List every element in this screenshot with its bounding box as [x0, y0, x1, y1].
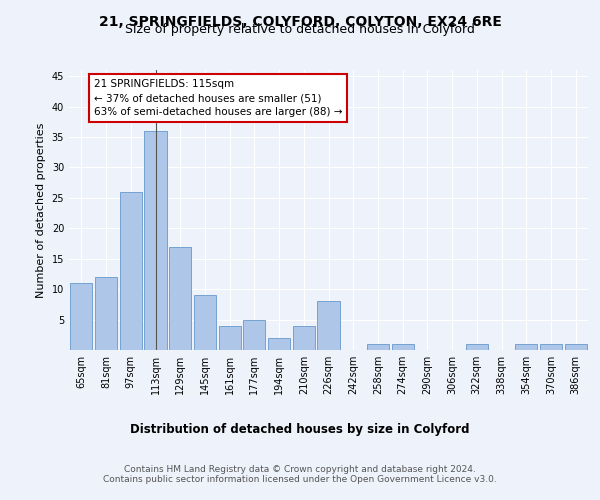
Text: Distribution of detached houses by size in Colyford: Distribution of detached houses by size …	[130, 422, 470, 436]
Bar	[119, 192, 142, 350]
Bar	[169, 246, 191, 350]
Text: Contains HM Land Registry data © Crown copyright and database right 2024.
Contai: Contains HM Land Registry data © Crown c…	[103, 465, 497, 484]
Y-axis label: Number of detached properties: Number of detached properties	[36, 122, 46, 298]
Text: 21 SPRINGFIELDS: 115sqm
← 37% of detached houses are smaller (51)
63% of semi-de: 21 SPRINGFIELDS: 115sqm ← 37% of detache…	[94, 79, 342, 117]
Bar	[70, 283, 92, 350]
Text: 21, SPRINGFIELDS, COLYFORD, COLYTON, EX24 6RE: 21, SPRINGFIELDS, COLYFORD, COLYTON, EX2…	[98, 15, 502, 29]
Bar	[367, 344, 389, 350]
Bar	[317, 302, 340, 350]
Bar	[515, 344, 538, 350]
Bar	[95, 277, 117, 350]
Bar	[293, 326, 315, 350]
Bar	[565, 344, 587, 350]
Text: Size of property relative to detached houses in Colyford: Size of property relative to detached ho…	[125, 22, 475, 36]
Bar	[194, 295, 216, 350]
Bar	[540, 344, 562, 350]
Bar	[218, 326, 241, 350]
Bar	[392, 344, 414, 350]
Bar	[145, 131, 167, 350]
Bar	[466, 344, 488, 350]
Bar	[243, 320, 265, 350]
Bar	[268, 338, 290, 350]
